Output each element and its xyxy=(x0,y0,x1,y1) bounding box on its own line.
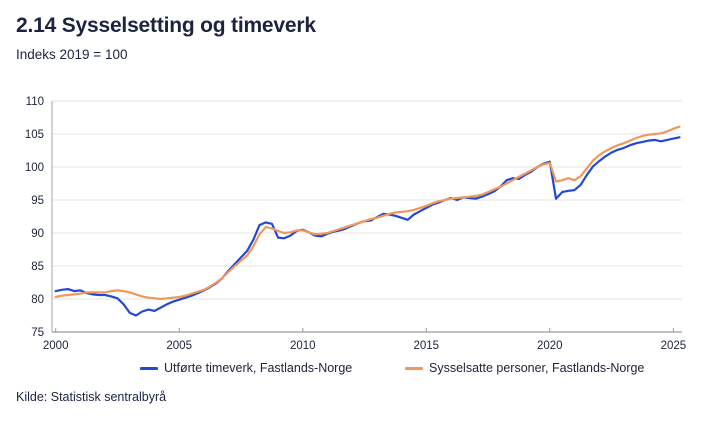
legend-line-orange-icon xyxy=(405,366,423,370)
svg-text:90: 90 xyxy=(31,228,44,240)
legend-item-timeverk: Utførte timeverk, Fastlands-Norge xyxy=(140,361,352,375)
line-chart: 75 80 85 90 95 100 105 110 2000 2005 2010 2015 2020 2… xyxy=(25,96,687,352)
svg-text:95: 95 xyxy=(31,195,44,207)
legend-item-sysselsatte: Sysselsatte personer, Fastlands-Norge xyxy=(405,361,644,375)
svg-text:75: 75 xyxy=(31,327,44,339)
svg-text:110: 110 xyxy=(26,96,44,108)
svg-text:100: 100 xyxy=(25,162,44,174)
svg-text:2000: 2000 xyxy=(43,340,69,352)
legend-label-sysselsatte: Sysselsatte personer, Fastlands-Norge xyxy=(429,361,645,375)
svg-text:85: 85 xyxy=(31,261,44,273)
source-note: Kilde: Statistisk sentralbyrå xyxy=(16,390,167,404)
legend-line-blue-icon xyxy=(140,366,158,370)
svg-text:2005: 2005 xyxy=(166,340,192,352)
chart-title: 2.14 Sysselsetting og timeverk xyxy=(16,14,316,37)
svg-text:2025: 2025 xyxy=(661,340,687,352)
svg-text:80: 80 xyxy=(31,294,44,306)
chart-subtitle: Indeks 2019 = 100 xyxy=(16,47,128,62)
svg-text:105: 105 xyxy=(25,129,44,141)
svg-text:2020: 2020 xyxy=(537,340,563,352)
chart-legend: Utførte timeverk, Fastlands-Norge Syssel… xyxy=(0,361,722,379)
legend-label-timeverk: Utførte timeverk, Fastlands-Norge xyxy=(164,361,353,375)
svg-text:2015: 2015 xyxy=(414,340,440,352)
svg-text:2010: 2010 xyxy=(290,340,316,352)
